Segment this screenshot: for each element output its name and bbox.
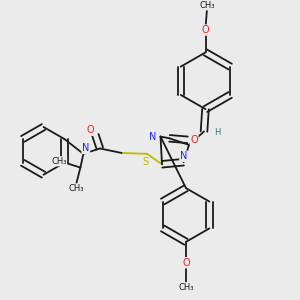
Text: S: S bbox=[142, 157, 148, 167]
Text: O: O bbox=[202, 25, 209, 35]
Text: CH₃: CH₃ bbox=[178, 283, 194, 292]
Text: N: N bbox=[82, 143, 89, 154]
Text: CH₃: CH₃ bbox=[199, 1, 215, 10]
Text: N: N bbox=[149, 131, 157, 142]
Text: H: H bbox=[214, 128, 221, 137]
Text: CH₃: CH₃ bbox=[68, 184, 84, 193]
Text: O: O bbox=[86, 125, 94, 135]
Text: N: N bbox=[180, 151, 187, 161]
Text: O: O bbox=[182, 258, 190, 268]
Text: O: O bbox=[190, 135, 198, 145]
Text: CH₃: CH₃ bbox=[51, 157, 67, 166]
